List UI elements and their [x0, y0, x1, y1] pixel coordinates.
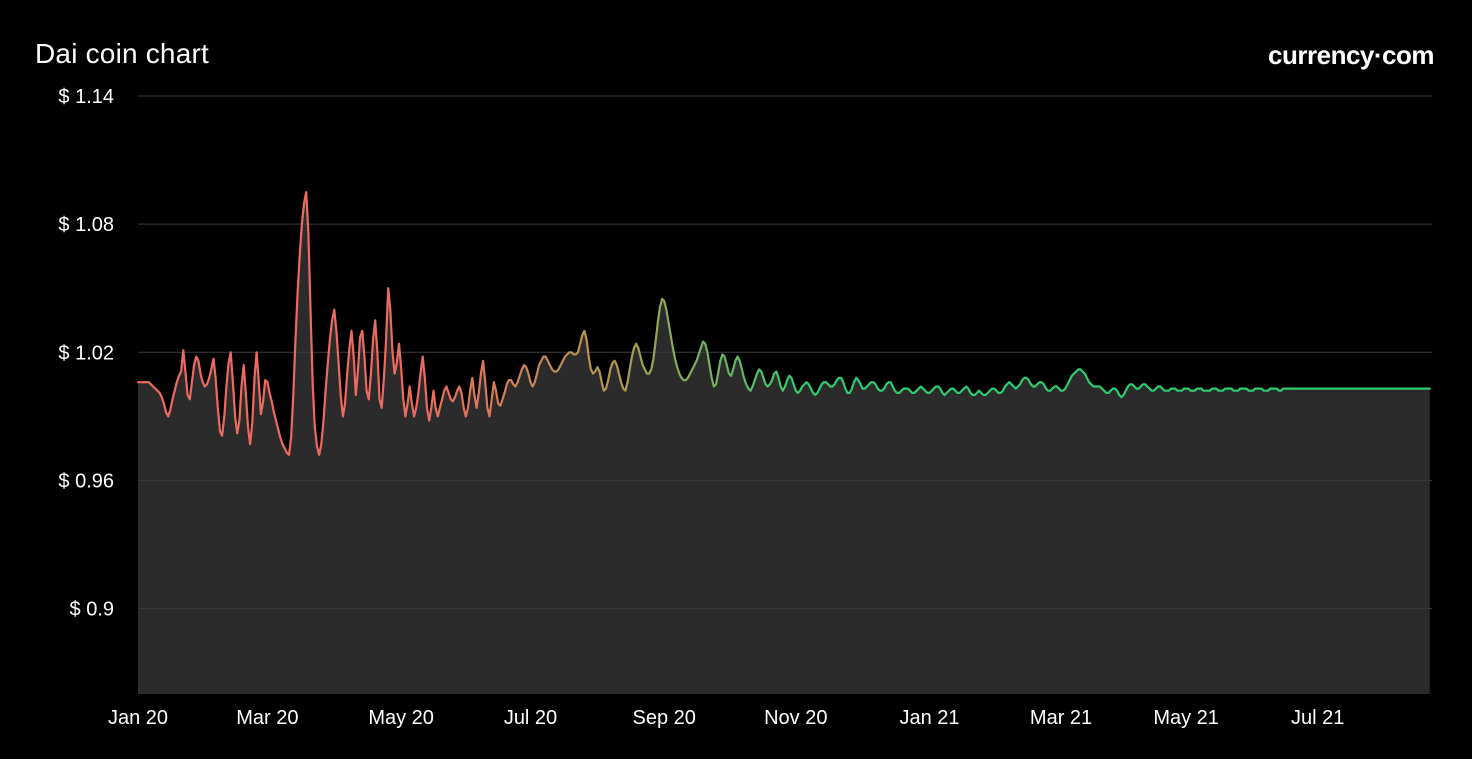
y-tick-label: $ 1.08: [58, 214, 114, 236]
x-tick-label: May 20: [368, 707, 434, 729]
x-tick-label: Jan 21: [899, 707, 959, 729]
x-tick-label: Jul 21: [1291, 707, 1344, 729]
x-tick-label: Jul 20: [504, 707, 557, 729]
x-tick-label: May 21: [1153, 707, 1219, 729]
y-tick-label: $ 1.14: [58, 86, 114, 108]
y-tick-label: $ 0.9: [70, 599, 114, 621]
area-fill: [138, 192, 1430, 694]
price-chart: $ 0.9 $ 0.96 $ 1.02 $ 1.08 $ 1.14 Jan 20 Mar …: [0, 0, 1472, 759]
x-tick-label: Nov 20: [764, 707, 827, 729]
x-tick-label: Sep 20: [633, 707, 696, 729]
x-tick-label: Mar 21: [1030, 707, 1092, 729]
x-tick-label: Jan 20: [108, 707, 168, 729]
y-tick-label: $ 0.96: [58, 470, 114, 492]
y-tick-label: $ 1.02: [58, 342, 114, 364]
x-tick-label: Mar 20: [236, 707, 298, 729]
